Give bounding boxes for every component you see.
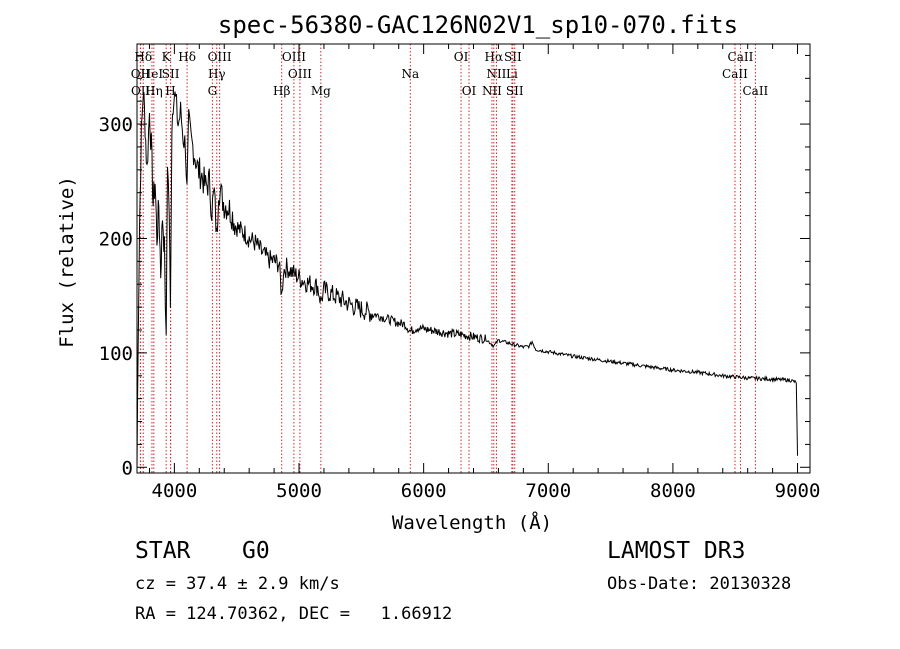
line-marker-label: OI [462, 84, 477, 98]
line-marker-label: G [208, 84, 218, 98]
line-marker-label: OIII [282, 50, 306, 64]
x-tick-label: 5000 [276, 480, 322, 502]
spectrum-line [136, 91, 798, 468]
line-marker-label: Hβ [273, 84, 290, 98]
line-marker-label: SII [506, 84, 524, 98]
y-tick-label: 200 [99, 228, 133, 250]
y-axis-label: Flux (relative) [56, 176, 78, 348]
x-tick-label: 7000 [525, 480, 571, 502]
obs-date: Obs-Date: 20130328 [607, 574, 792, 594]
spectrum-chart: spec-56380-GAC126N02V1_sp10-070.fits Hδ O… [56, 11, 821, 534]
line-marker-label: Hα [485, 50, 504, 64]
chart-title: spec-56380-GAC126N02V1_sp10-070.fits [218, 11, 738, 39]
y-tick-label: 300 [99, 114, 133, 136]
line-marker-label: Hη [145, 84, 163, 98]
line-marker-label: OIII [208, 50, 232, 64]
line-marker-label: NII [486, 67, 506, 81]
line-marker-label: CaII [722, 67, 748, 81]
line-marker-label: H [165, 84, 175, 98]
line-marker-label: OII [131, 84, 151, 98]
line-marker-label: HeI [141, 67, 164, 81]
survey-name: LAMOST DR3 [607, 538, 746, 564]
x-tick-label: 8000 [650, 480, 696, 502]
line-marker-label: Hδ [178, 50, 196, 64]
plot-frame [136, 43, 811, 474]
spectrum-series [136, 91, 798, 468]
redshift-value: cz = 37.4 ± 2.9 km/s [135, 574, 340, 594]
axes: 4000 5000 6000 7000 8000 9000 0 100 200 300 [99, 44, 821, 502]
y-tick-label: 100 [99, 343, 133, 365]
line-marker-label: CaII [728, 50, 754, 64]
y-tick-label: 0 [122, 457, 133, 479]
line-marker-label: SII [162, 67, 180, 81]
line-marker-label: Na [401, 67, 419, 81]
coordinates: RA = 124.70362, DEC = 1.66912 [135, 604, 453, 624]
line-marker-label: OII [131, 67, 151, 81]
line-marker-label: SII [504, 50, 522, 64]
x-tick-label: 9000 [775, 480, 821, 502]
line-marker-label: OI [454, 50, 469, 64]
object-subclass: G0 [242, 538, 270, 564]
line-marker-label: OIII [288, 67, 312, 81]
object-class: STAR [135, 538, 191, 564]
line-marker-label: Li [506, 67, 518, 81]
line-marker-label: Mg [311, 84, 331, 98]
line-marker-label: Hδ [134, 50, 152, 64]
x-tick-label: 6000 [401, 480, 447, 502]
x-tick-label: 4000 [152, 480, 198, 502]
line-marker-label: K [162, 50, 172, 64]
line-marker-label: CaII [742, 84, 768, 98]
line-marker-label: Hγ [208, 67, 226, 81]
line-marker-label: NII [482, 84, 502, 98]
x-axis-label: Wavelength (Å) [392, 511, 552, 534]
